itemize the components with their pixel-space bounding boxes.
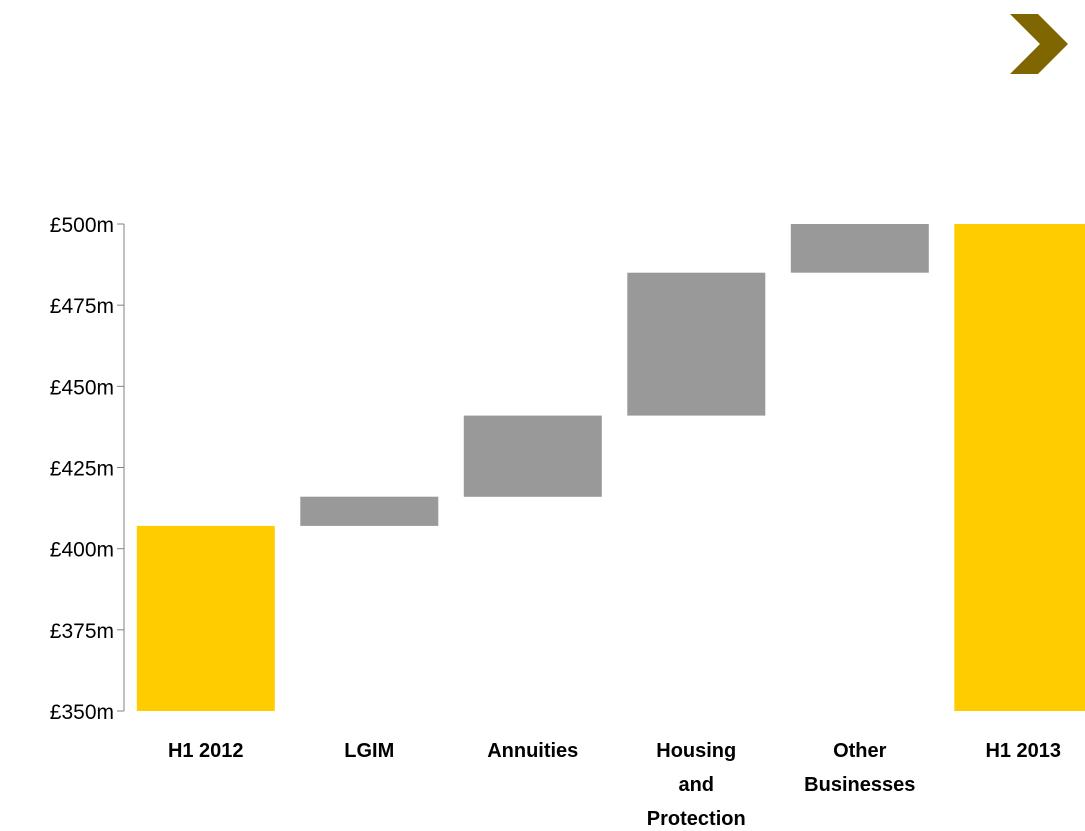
bars [136, 224, 1085, 711]
bar-h1-2013 [954, 224, 1085, 711]
y-tick-label: £425m [50, 458, 114, 481]
x-tick-label: H1 2013 [985, 740, 1061, 762]
x-tick-label: LGIM [344, 740, 394, 762]
chevron-right-icon[interactable] [1010, 14, 1068, 74]
x-axis-labels: H1 2012 LGIM Annuities Housing and Protection… [168, 740, 1061, 830]
y-tick-label: £450m [50, 376, 114, 399]
x-tick-label: Other Businesses [804, 740, 915, 796]
y-tick-label: £375m [50, 620, 114, 643]
bar-annuities [463, 415, 602, 497]
x-tick-label: Annuities [487, 740, 578, 762]
bar-other-businesses [790, 224, 929, 273]
y-tick-label: £500m [50, 214, 114, 237]
bar-housing-and-protection [627, 272, 766, 416]
bar-lgim [300, 496, 439, 526]
y-tick-label: £350m [50, 701, 114, 724]
x-tick-label: Housing and Protection [647, 740, 746, 830]
y-axis: £350m £375m £400m £425m £450m £475m £500m [50, 214, 125, 724]
y-tick-label: £475m [50, 295, 114, 318]
y-tick-label: £400m [50, 539, 114, 562]
x-tick-label: H1 2012 [168, 740, 244, 762]
bar-h1-2012 [136, 525, 275, 711]
